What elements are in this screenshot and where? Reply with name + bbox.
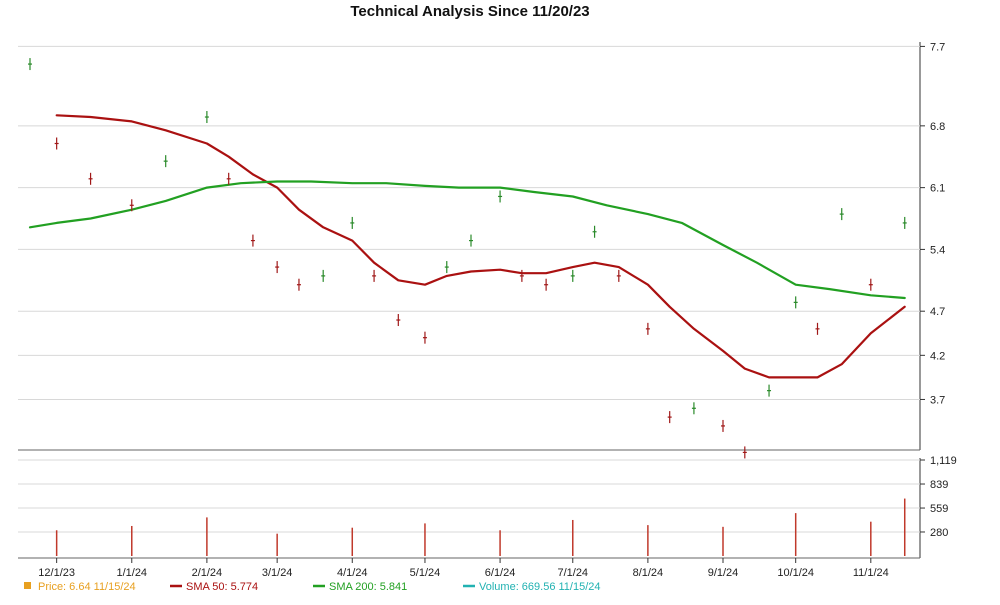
legend: Price: 6.64 11/15/24 SMA 50: 5.774 SMA 200… (24, 581, 601, 593)
x-tick-label: 4/1/24 (337, 567, 368, 579)
x-tick-label: 6/1/24 (485, 567, 516, 579)
volume-tick-label: 559 (930, 503, 948, 515)
x-tick-label: 8/1/24 (633, 567, 664, 579)
price-tick-label: 5.4 (930, 244, 945, 256)
volume-tick-label: 839 (930, 479, 948, 491)
x-tick-label: 3/1/24 (262, 567, 293, 579)
x-tick-label: 5/1/24 (410, 567, 441, 579)
series-line-1 (28, 180, 906, 300)
x-tick-label: 12/1/23 (38, 567, 75, 579)
price-tick-label: 4.2 (930, 350, 945, 362)
volume-panel: 1,119 839 559 280 (18, 455, 957, 559)
legend-marker (24, 582, 31, 589)
volume-gridlines (18, 459, 920, 533)
x-tick-label: 9/1/24 (708, 567, 739, 579)
x-tick-label: 2/1/24 (192, 567, 223, 579)
price-tick-label: 4.7 (930, 306, 945, 318)
volume-tick-label: 1,119 (930, 455, 957, 467)
x-axis-ticks: 12/1/23 1/1/24 2/1/24 3/1/24 4/1/24 5/1/24 6/1… (38, 558, 889, 579)
price-panel: 7.7 6.8 6.1 5.4 4.7 4.2 3.7 (18, 41, 945, 459)
volume-tick-label: 280 (930, 527, 948, 539)
legend-label: Price: 6.64 11/15/24 (38, 581, 136, 593)
price-tick-label: 6.8 (930, 121, 945, 133)
price-tick-label: 6.1 (930, 183, 945, 195)
series-lines (28, 58, 907, 459)
x-tick-label: 1/1/24 (116, 567, 147, 579)
price-tick-label: 3.7 (930, 394, 945, 406)
price-axis-ticks: 7.7 6.8 6.1 5.4 4.7 4.2 3.7 (920, 41, 945, 406)
series-line-0 (55, 114, 906, 379)
volume-bars (55, 498, 906, 556)
legend-label: Volume: 669.56 11/15/24 (479, 581, 601, 593)
x-tick-label: 10/1/24 (777, 567, 814, 579)
x-tick-label: 11/1/24 (853, 567, 889, 579)
x-tick-label: 7/1/24 (557, 567, 588, 579)
chart-title: Technical Analysis Since 11/20/23 (350, 3, 589, 20)
price-gridlines (18, 45, 920, 400)
price-tick-label: 7.7 (930, 41, 945, 53)
legend-label: SMA 200: 5.841 (329, 581, 407, 593)
volume-axis-ticks: 1,119 839 559 280 (920, 455, 957, 539)
legend-label: SMA 50: 5.774 (186, 581, 258, 593)
